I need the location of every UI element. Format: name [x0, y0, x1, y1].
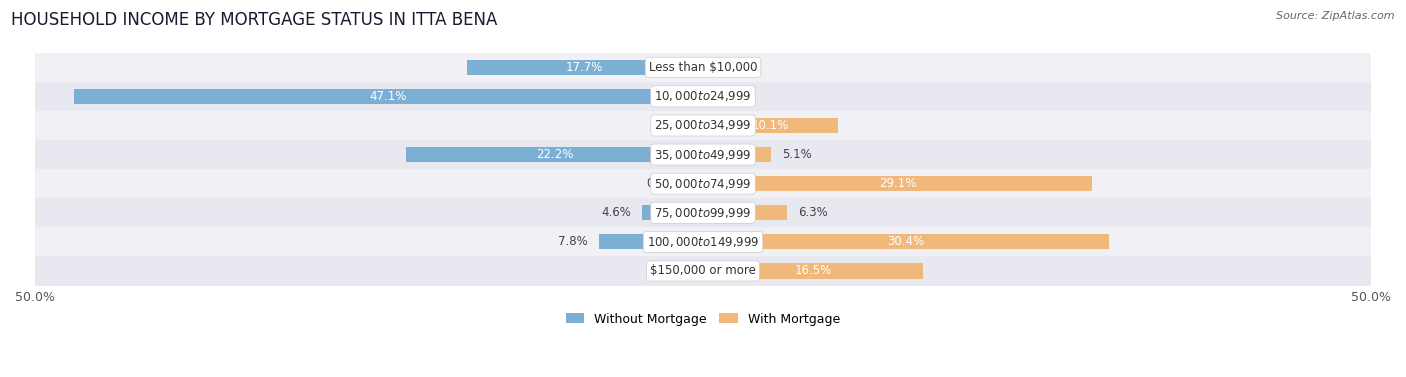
Text: 0.0%: 0.0% — [654, 265, 683, 277]
Bar — [703, 264, 924, 279]
Text: 4.6%: 4.6% — [600, 206, 631, 219]
Bar — [35, 82, 1371, 111]
Bar — [599, 234, 703, 250]
Text: $100,000 to $149,999: $100,000 to $149,999 — [647, 235, 759, 249]
Text: 10.1%: 10.1% — [752, 119, 789, 132]
Text: 22.2%: 22.2% — [536, 148, 574, 161]
Text: 6.3%: 6.3% — [797, 206, 828, 219]
Text: 0.65%: 0.65% — [647, 177, 683, 190]
Text: 30.4%: 30.4% — [887, 235, 925, 248]
Text: 0.0%: 0.0% — [654, 119, 683, 132]
Text: Less than $10,000: Less than $10,000 — [648, 61, 758, 74]
Text: 29.1%: 29.1% — [879, 177, 917, 190]
Bar — [35, 256, 1371, 285]
Text: 0.0%: 0.0% — [723, 61, 752, 74]
Bar — [35, 198, 1371, 227]
Text: $25,000 to $34,999: $25,000 to $34,999 — [654, 118, 752, 132]
Bar — [703, 118, 838, 133]
Text: 7.8%: 7.8% — [558, 235, 588, 248]
Bar — [641, 205, 703, 220]
Bar — [695, 176, 703, 191]
Text: HOUSEHOLD INCOME BY MORTGAGE STATUS IN ITTA BENA: HOUSEHOLD INCOME BY MORTGAGE STATUS IN I… — [11, 11, 498, 29]
Bar — [35, 53, 1371, 82]
Text: $10,000 to $24,999: $10,000 to $24,999 — [654, 89, 752, 103]
Text: $50,000 to $74,999: $50,000 to $74,999 — [654, 177, 752, 191]
Bar — [467, 60, 703, 75]
Bar — [703, 234, 1109, 250]
Bar — [406, 147, 703, 162]
Bar — [35, 111, 1371, 140]
Text: 0.0%: 0.0% — [723, 90, 752, 103]
Text: 16.5%: 16.5% — [794, 265, 832, 277]
Bar — [35, 227, 1371, 256]
Text: 17.7%: 17.7% — [567, 61, 603, 74]
Bar — [35, 140, 1371, 169]
Text: 5.1%: 5.1% — [782, 148, 811, 161]
Text: 47.1%: 47.1% — [370, 90, 408, 103]
Bar — [703, 205, 787, 220]
Bar — [703, 176, 1092, 191]
Text: $150,000 or more: $150,000 or more — [650, 265, 756, 277]
Text: $35,000 to $49,999: $35,000 to $49,999 — [654, 147, 752, 162]
Bar — [35, 169, 1371, 198]
Bar — [73, 89, 703, 104]
Legend: Without Mortgage, With Mortgage: Without Mortgage, With Mortgage — [561, 308, 845, 331]
Bar — [703, 147, 770, 162]
Text: Source: ZipAtlas.com: Source: ZipAtlas.com — [1277, 11, 1395, 21]
Text: $75,000 to $99,999: $75,000 to $99,999 — [654, 206, 752, 220]
